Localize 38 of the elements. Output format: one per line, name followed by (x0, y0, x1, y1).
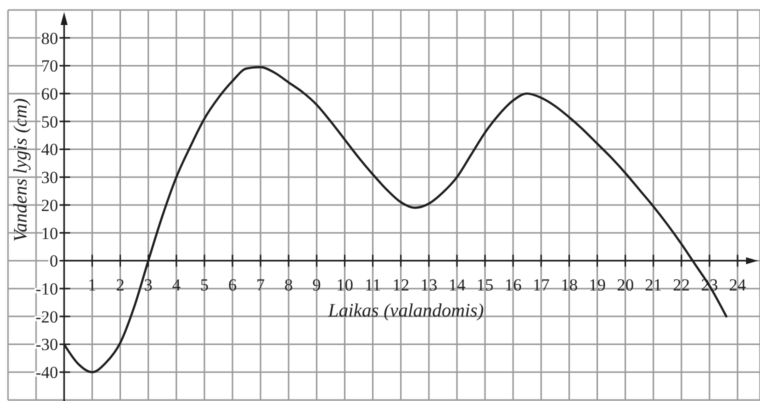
y-tick-label: 10 (41, 224, 58, 243)
y-axis-title: Vandens lygis (cm) (10, 98, 32, 242)
y-tick-label: 70 (41, 56, 58, 76)
x-tick-label: 7 (256, 276, 266, 295)
x-tick-label: 11 (364, 276, 381, 295)
x-tick-label: 12 (392, 276, 410, 295)
x-tick-label: 14 (448, 276, 466, 295)
x-tick-label: 21 (644, 276, 662, 295)
x-tick-label: 8 (284, 276, 293, 295)
y-tick-label: 0 (50, 252, 58, 271)
y-tick-label: -10 (35, 280, 58, 299)
x-tick-label: 3 (144, 276, 153, 295)
y-tick-label: -30 (35, 335, 58, 354)
x-tick-label: 4 (172, 276, 182, 295)
x-tick-label: 18 (560, 276, 578, 295)
x-tick-label: 2 (116, 276, 124, 295)
x-tick-label: 20 (616, 276, 634, 295)
y-tick-label: -20 (35, 307, 58, 326)
y-tick-label: 30 (41, 168, 58, 188)
x-tick-label: 22 (672, 276, 690, 295)
y-tick-label: 60 (41, 84, 58, 104)
x-tick-label: 5 (200, 276, 209, 295)
x-tick-label: 13 (420, 276, 438, 295)
x-tick-label: 24 (729, 276, 747, 295)
y-tick-label: 50 (41, 112, 58, 132)
x-tick-label: 15 (476, 276, 494, 295)
y-tick-label: 80 (41, 28, 58, 48)
x-tick-label: 16 (504, 276, 522, 295)
y-tick-label: 20 (41, 196, 58, 215)
x-tick-label: 6 (228, 276, 237, 295)
y-tick-label: 40 (41, 140, 58, 160)
x-tick-label: 19 (588, 276, 606, 295)
x-tick-label: 17 (532, 276, 550, 295)
x-tick-label: 10 (336, 276, 354, 295)
x-axis-title: Laikas (valandomis) (327, 300, 484, 322)
y-tick-label: -40 (35, 363, 58, 382)
x-tick-label: 1 (88, 276, 96, 295)
x-tick-label: 9 (312, 276, 321, 295)
